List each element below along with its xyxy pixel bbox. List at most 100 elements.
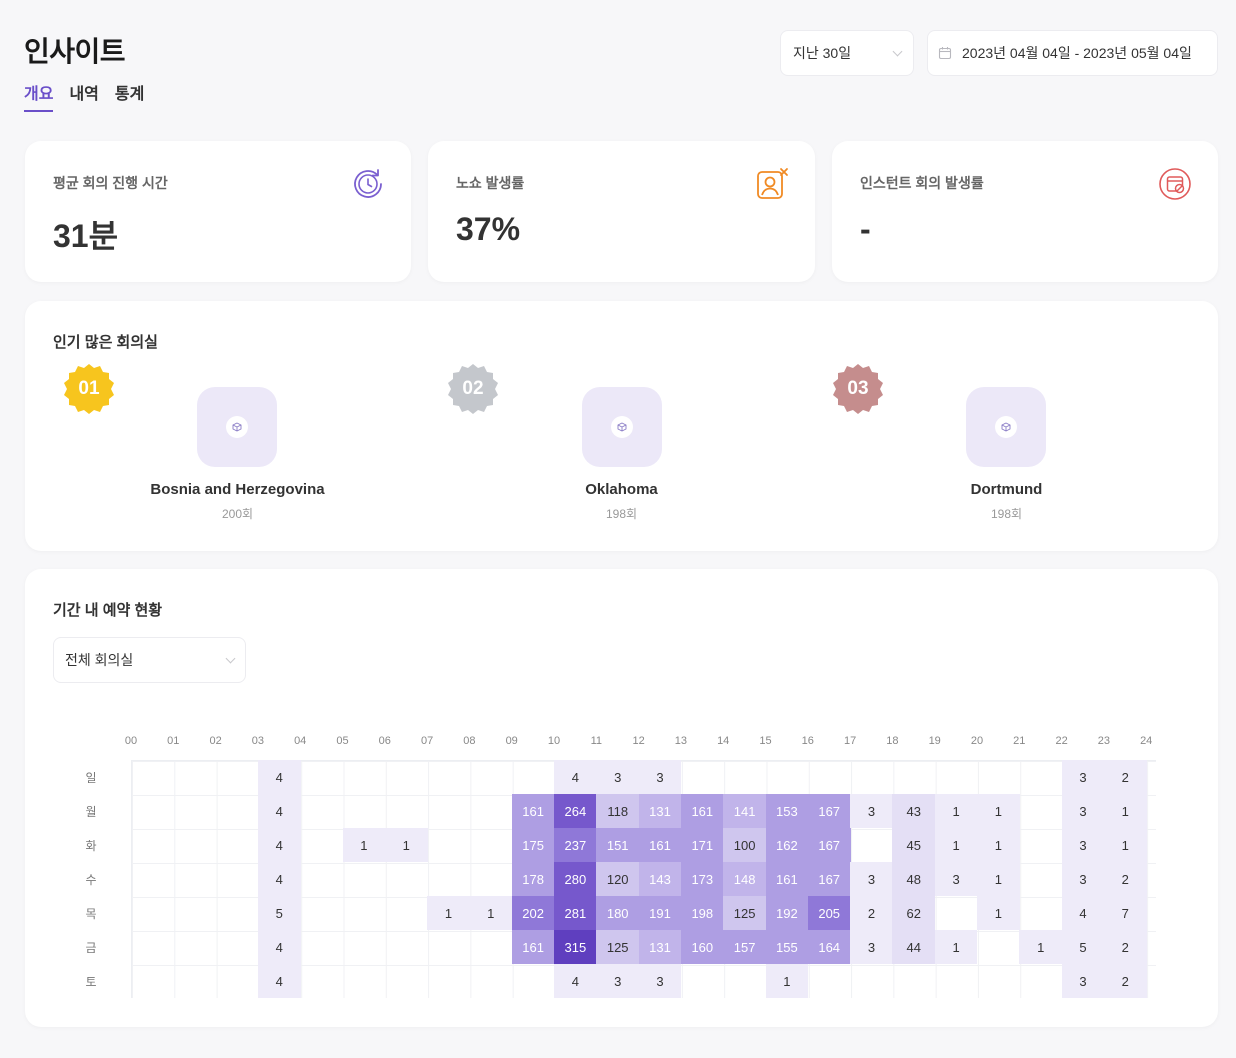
heatmap-cell[interactable]: 4	[257, 862, 301, 896]
heatmap-cell[interactable]: 131	[638, 930, 682, 964]
heatmap-cell[interactable]: 3	[850, 930, 893, 964]
heatmap-cell[interactable]: 1	[469, 896, 513, 930]
heatmap-cell[interactable]: 7	[1103, 896, 1147, 930]
heatmap-cell[interactable]: 4	[554, 964, 597, 998]
heatmap-cell[interactable]: 280	[554, 862, 597, 896]
heatmap-cell[interactable]: 3	[850, 862, 893, 896]
heatmap-cell[interactable]: 3	[596, 964, 640, 998]
heatmap-cell[interactable]: 4	[257, 828, 301, 862]
heatmap-cell[interactable]: 155	[765, 930, 809, 964]
popular-room-2[interactable]: 02 Oklahoma 198회	[429, 301, 814, 541]
heatmap-cell[interactable]: 315	[554, 930, 597, 964]
heatmap-cell[interactable]: 131	[638, 794, 682, 828]
popular-room-3[interactable]: 03 Dortmund 198회	[814, 301, 1199, 541]
heatmap-cell[interactable]: 3	[1061, 828, 1105, 862]
heatmap-cell[interactable]: 157	[723, 930, 766, 964]
popular-room-1[interactable]: 01 Bosnia and Herzegovina 200회	[45, 301, 430, 541]
heatmap-cell[interactable]: 43	[892, 794, 936, 828]
heatmap-cell[interactable]: 5	[1061, 930, 1105, 964]
heatmap-cell[interactable]: 118	[596, 794, 640, 828]
heatmap-cell[interactable]: 237	[554, 828, 597, 862]
heatmap-cell[interactable]: 161	[765, 862, 809, 896]
section-title: 기간 내 예약 현황	[53, 602, 163, 619]
heatmap-cell[interactable]: 171	[680, 828, 724, 862]
heatmap-cell[interactable]: 264	[554, 794, 597, 828]
heatmap-cell[interactable]: 1	[1103, 794, 1147, 828]
heatmap-cell[interactable]: 143	[638, 862, 682, 896]
room-filter-select[interactable]: 전체 회의실	[53, 637, 246, 683]
heatmap-cell[interactable]: 62	[892, 896, 936, 930]
heatmap-cell[interactable]: 1	[977, 896, 1020, 930]
heatmap-cell[interactable]: 1	[934, 930, 978, 964]
tab-statistics[interactable]: 통계	[114, 86, 145, 103]
heatmap-cell[interactable]: 3	[596, 760, 640, 794]
heatmap-cell[interactable]: 125	[723, 896, 766, 930]
heatmap-cell[interactable]: 161	[680, 794, 724, 828]
heatmap-cell[interactable]: 167	[807, 794, 851, 828]
heatmap-cell[interactable]: 1	[977, 794, 1020, 828]
heatmap-cell[interactable]: 1	[427, 896, 470, 930]
heatmap-cell[interactable]: 153	[765, 794, 809, 828]
heatmap-cell[interactable]: 175	[511, 828, 555, 862]
heatmap-cell[interactable]: 3	[638, 964, 682, 998]
heatmap-cell[interactable]: 205	[807, 896, 851, 930]
heatmap-cell[interactable]: 192	[765, 896, 809, 930]
heatmap-cell[interactable]: 151	[596, 828, 640, 862]
heatmap-cell[interactable]: 3	[1061, 862, 1105, 896]
heatmap-cell[interactable]: 3	[1061, 760, 1105, 794]
heatmap-cell[interactable]: 2	[1103, 862, 1147, 896]
heatmap-cell[interactable]: 4	[257, 964, 301, 998]
heatmap-cell[interactable]: 125	[596, 930, 640, 964]
heatmap-cell[interactable]: 1	[934, 828, 978, 862]
heatmap-cell[interactable]: 4	[554, 760, 597, 794]
heatmap-cell[interactable]: 45	[892, 828, 936, 862]
heatmap-cell[interactable]: 44	[892, 930, 936, 964]
heatmap-cell[interactable]: 48	[892, 862, 936, 896]
heatmap-cell[interactable]: 4	[257, 794, 301, 828]
heatmap-cell[interactable]: 191	[638, 896, 682, 930]
heatmap-cell[interactable]: 1	[1019, 930, 1063, 964]
heatmap-cell[interactable]: 141	[723, 794, 766, 828]
heatmap-cell[interactable]: 3	[850, 794, 893, 828]
heatmap-cell[interactable]: 167	[807, 862, 851, 896]
heatmap-cell[interactable]: 198	[680, 896, 724, 930]
heatmap-cell[interactable]: 162	[765, 828, 809, 862]
heatmap-cell[interactable]: 2	[1103, 760, 1147, 794]
heatmap-cell[interactable]: 3	[638, 760, 682, 794]
tab-overview[interactable]: 개요	[24, 80, 54, 112]
date-range-picker[interactable]: 2023년 04월 04일 - 2023년 05월 04일	[927, 30, 1218, 76]
heatmap-cell[interactable]: 173	[680, 862, 724, 896]
heatmap-cell[interactable]: 1	[1103, 828, 1147, 862]
heatmap-cell[interactable]: 120	[596, 862, 640, 896]
heatmap-cell[interactable]: 3	[1061, 964, 1105, 998]
heatmap-cell[interactable]: 161	[511, 794, 555, 828]
heatmap-cell[interactable]: 160	[680, 930, 724, 964]
heatmap-cell[interactable]: 161	[638, 828, 682, 862]
heatmap-cell[interactable]: 1	[934, 794, 978, 828]
heatmap-cell[interactable]: 202	[511, 896, 555, 930]
heatmap-cell[interactable]: 3	[934, 862, 978, 896]
heatmap-cell[interactable]: 1	[977, 828, 1020, 862]
heatmap-cell[interactable]: 281	[554, 896, 597, 930]
heatmap-cell[interactable]: 178	[511, 862, 555, 896]
heatmap-cell[interactable]: 167	[807, 828, 851, 862]
heatmap-cell[interactable]: 2	[850, 896, 893, 930]
heatmap-cell[interactable]: 4	[257, 930, 301, 964]
heatmap-cell[interactable]: 1	[384, 828, 428, 862]
tab-history[interactable]: 내역	[69, 86, 99, 103]
heatmap-cell[interactable]: 161	[511, 930, 555, 964]
heatmap-cell[interactable]: 1	[765, 964, 809, 998]
heatmap-cell[interactable]: 148	[723, 862, 766, 896]
heatmap-cell[interactable]: 2	[1103, 930, 1147, 964]
heatmap-cell[interactable]: 100	[723, 828, 766, 862]
heatmap-cell[interactable]: 1	[342, 828, 386, 862]
heatmap-cell[interactable]: 3	[1061, 794, 1105, 828]
heatmap-cell[interactable]: 180	[596, 896, 640, 930]
heatmap-cell[interactable]: 4	[257, 760, 301, 794]
heatmap-cell[interactable]: 2	[1103, 964, 1147, 998]
heatmap-cell[interactable]: 164	[807, 930, 851, 964]
heatmap-cell[interactable]: 1	[977, 862, 1020, 896]
period-select[interactable]: 지난 30일	[780, 30, 914, 76]
heatmap-cell[interactable]: 4	[1061, 896, 1105, 930]
heatmap-cell[interactable]: 5	[257, 896, 301, 930]
